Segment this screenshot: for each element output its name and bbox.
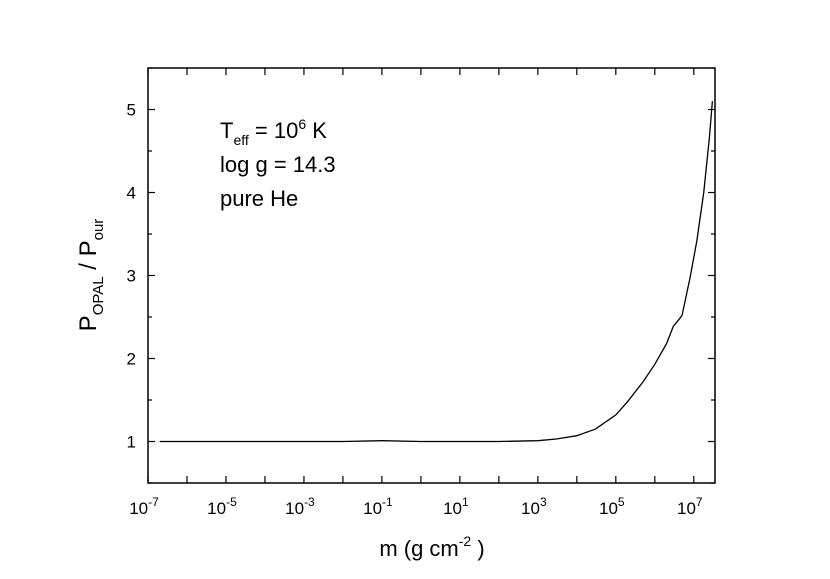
x-tick-label: 10-1 (363, 495, 393, 518)
tick-marks (147, 67, 715, 484)
y-tick-label: 1 (127, 433, 136, 452)
y-tick-label: 4 (127, 184, 136, 203)
x-tick-label: 10-3 (285, 495, 315, 518)
y-tick-labels: 1 2 3 4 5 (127, 101, 136, 452)
x-tick-labels: 10-7 10-5 10-3 10-1 101 103 105 107 (129, 495, 703, 518)
x-axis-label: m (g cm-2 ) (379, 533, 484, 561)
x-tick-label: 107 (677, 495, 703, 518)
y-tick-label: 3 (127, 267, 136, 286)
x-tick-label: 10-5 (207, 495, 237, 518)
x-tick-label: 10-7 (129, 495, 159, 518)
x-tick-label: 101 (443, 495, 469, 518)
annotation-composition: pure He (220, 186, 298, 211)
annotation-teff: Teff = 106 K (220, 116, 327, 148)
y-tick-label: 5 (127, 101, 136, 120)
x-tick-label: 103 (521, 495, 547, 518)
series-line (159, 101, 714, 443)
annotation-logg: log g = 14.3 (220, 152, 336, 177)
x-tick-label: 105 (599, 495, 625, 518)
y-tick-label: 2 (127, 350, 136, 369)
y-axis-label: POPAL / Pour (75, 219, 107, 332)
